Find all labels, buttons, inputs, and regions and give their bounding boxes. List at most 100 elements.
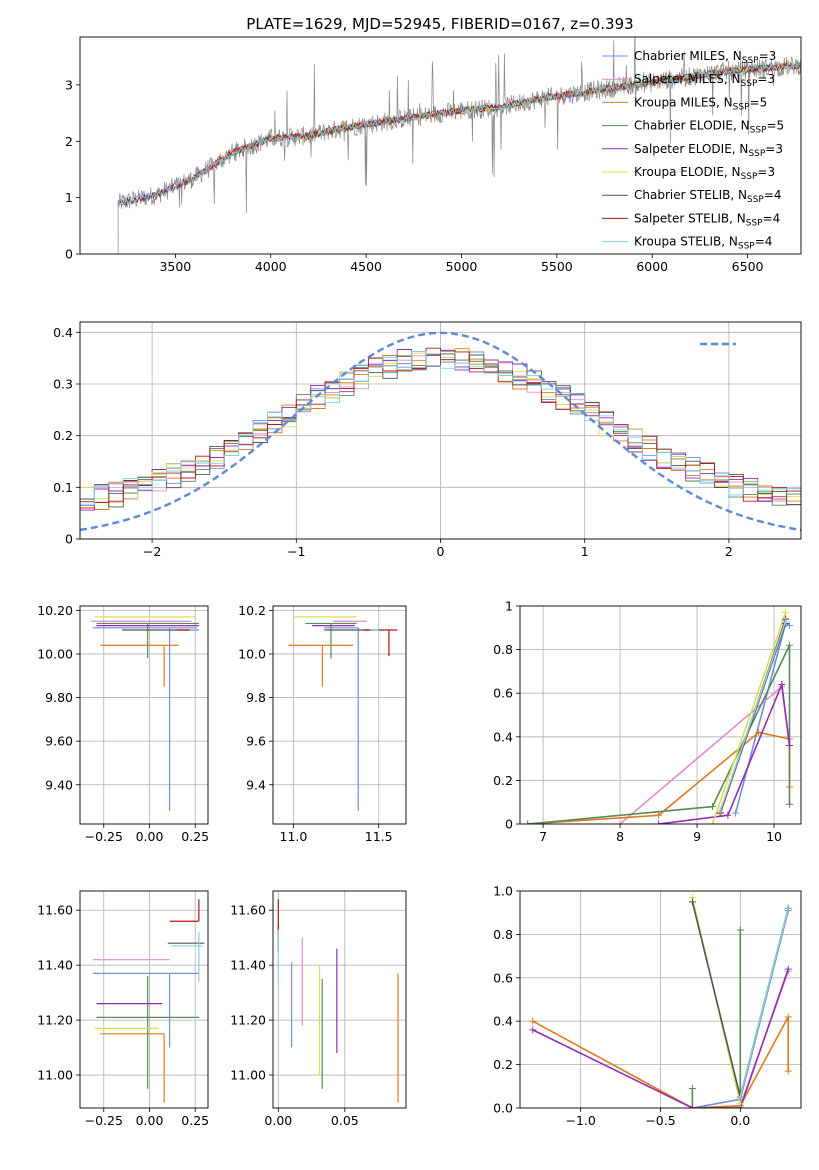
- weight-point: [736, 1093, 744, 1101]
- weight-line: [739, 908, 789, 1098]
- y-tick-label: 0.4: [493, 729, 513, 744]
- y-tick-label: 1: [505, 599, 513, 614]
- weight-point: [778, 680, 786, 688]
- legend-label-sub: SSP: [742, 56, 759, 66]
- legend-label-sub: SSP: [750, 126, 767, 136]
- y-tick-label: 0: [505, 817, 513, 832]
- panel-mass_vs_Z: −0.25 0.00 0.25 11.00 11.20 11.40 11.60: [37, 890, 209, 1128]
- legend-label-main: Salpeter ELODIE, N: [634, 142, 748, 156]
- legend-label-tail: =3: [757, 72, 775, 86]
- weight-line: [532, 968, 789, 1108]
- y-tick-label: 0.4: [493, 1014, 513, 1029]
- plot-frame: [519, 890, 802, 1109]
- weight-point: [736, 926, 744, 934]
- figure-title: PLATE=1629, MJD=52945, FIBERID=0167, z=0…: [246, 15, 633, 33]
- weight-point: [785, 800, 793, 808]
- x-tick-label: 3500: [159, 259, 191, 274]
- residual-histogram: [80, 353, 801, 508]
- weight-point: [784, 1067, 792, 1075]
- x-tick-label: 6500: [732, 259, 764, 274]
- plot-frame: [272, 890, 407, 1109]
- y-tick-label: 9.4: [246, 777, 266, 792]
- y-tick-label: 9.80: [45, 690, 73, 705]
- x-tick-label: 11.0: [280, 829, 308, 844]
- panel-age_vs_mass: 11.0 11.5 9.4 9.6 9.8 10.0 10.2: [238, 603, 407, 844]
- weight-point: [655, 820, 663, 824]
- y-tick-label: 11.40: [37, 958, 73, 973]
- panel-residuals: −2 −1 0 1 2 0 0.1 0.2 0.3 0.4: [53, 321, 802, 559]
- plot-area-weight_vs_Z: [520, 891, 801, 1108]
- normal-curve: [80, 331, 801, 532]
- x-tick-label: 0.25: [181, 1113, 209, 1128]
- x-tick-label: 8: [616, 829, 624, 844]
- legend-label-main: Salpeter STELIB, N: [634, 211, 746, 225]
- residual-histogram: [80, 351, 801, 505]
- y-tick-label: 11.40: [230, 958, 266, 973]
- plot-frame: [79, 36, 802, 255]
- weight-line: [719, 621, 787, 812]
- legend-label-sub: SSP: [733, 102, 750, 112]
- model-spectrum: [117, 62, 801, 207]
- x-tick-label: −1.0: [565, 1113, 595, 1128]
- weight-line: [691, 930, 742, 1108]
- plot-area-residuals: [80, 322, 801, 539]
- weight-point: [616, 820, 624, 824]
- y-tick-label: 0.2: [493, 1057, 513, 1072]
- legend-label-tail: =5: [766, 119, 784, 133]
- weight-point: [784, 1013, 792, 1021]
- plot-area-age_vs_Z: [80, 606, 208, 824]
- panel-spectrum: 3500 4000 4500 5000 5500 6000 6500 0 1 2 3 Chabrier…: [65, 36, 802, 274]
- legend-label-sub: SSP: [738, 242, 755, 252]
- y-tick-label: 9.60: [45, 734, 73, 749]
- legend-label: Chabrier MILES, NSSP=3: [634, 49, 776, 66]
- x-tick-label: −0.5: [645, 1113, 675, 1128]
- weight-point: [688, 1104, 696, 1108]
- y-tick-label: 1: [65, 190, 73, 205]
- y-tick-label: 0: [65, 247, 73, 262]
- x-tick-label: 2: [725, 544, 733, 559]
- legend-label-main: Salpeter MILES, N: [634, 72, 741, 86]
- weight-point: [785, 622, 793, 630]
- y-tick-label: 9.6: [246, 734, 266, 749]
- y-tick-label: 0.3: [53, 377, 73, 392]
- legend-label-main: Chabrier MILES, N: [634, 49, 742, 63]
- weight-point: [529, 1026, 537, 1034]
- legend-label-tail: =3: [759, 49, 777, 63]
- legend-label-tail: =4: [755, 235, 773, 249]
- panel-weight_vs_age: 7 8 9 10 0 0.2 0.4 0.6 0.8 1: [493, 599, 802, 844]
- legend-label-tail: =4: [763, 211, 781, 225]
- plot-area-weight_vs_age: [520, 606, 801, 824]
- x-tick-label: −2: [143, 544, 161, 559]
- weight-point: [688, 898, 696, 906]
- weight-point: [782, 617, 790, 625]
- legend-label-sub: SSP: [747, 195, 764, 205]
- plot-area-age_vs_mass: [273, 606, 406, 824]
- x-tick-label: 1: [581, 544, 589, 559]
- legend-label-main: Chabrier STELIB, N: [634, 188, 747, 202]
- plot-frame: [79, 321, 802, 540]
- y-tick-label: 11.60: [37, 903, 73, 918]
- y-tick-label: 9.8: [246, 690, 266, 705]
- y-tick-label: 11.60: [230, 903, 266, 918]
- x-tick-label: 6000: [636, 259, 668, 274]
- legend-label: Kroupa STELIB, NSSP=4: [634, 235, 772, 252]
- y-tick-label: 3: [65, 77, 73, 92]
- weight-point: [736, 1100, 744, 1108]
- weight-point: [724, 811, 732, 819]
- y-tick-label: 0: [65, 532, 73, 547]
- y-tick-label: 0.6: [493, 686, 513, 701]
- y-tick-label: 0.6: [493, 970, 513, 985]
- panel-weight_vs_Z: −1.0 −0.5 0.0 0.0 0.2 0.4 0.6 0.8 1.0: [493, 884, 802, 1128]
- legend-label-tail: =3: [757, 165, 775, 179]
- legend-label-sub: SSP: [746, 218, 763, 228]
- weight-line: [711, 612, 787, 824]
- weight-point: [784, 904, 792, 912]
- x-tick-label: 0.0: [730, 1113, 750, 1128]
- y-tick-label: 11.20: [37, 1013, 73, 1028]
- plot-frame: [79, 890, 209, 1109]
- x-tick-label: 10: [766, 829, 782, 844]
- x-tick-label: −0.25: [85, 1113, 123, 1128]
- weight-point: [785, 641, 793, 649]
- legend-label-tail: =3: [765, 142, 783, 156]
